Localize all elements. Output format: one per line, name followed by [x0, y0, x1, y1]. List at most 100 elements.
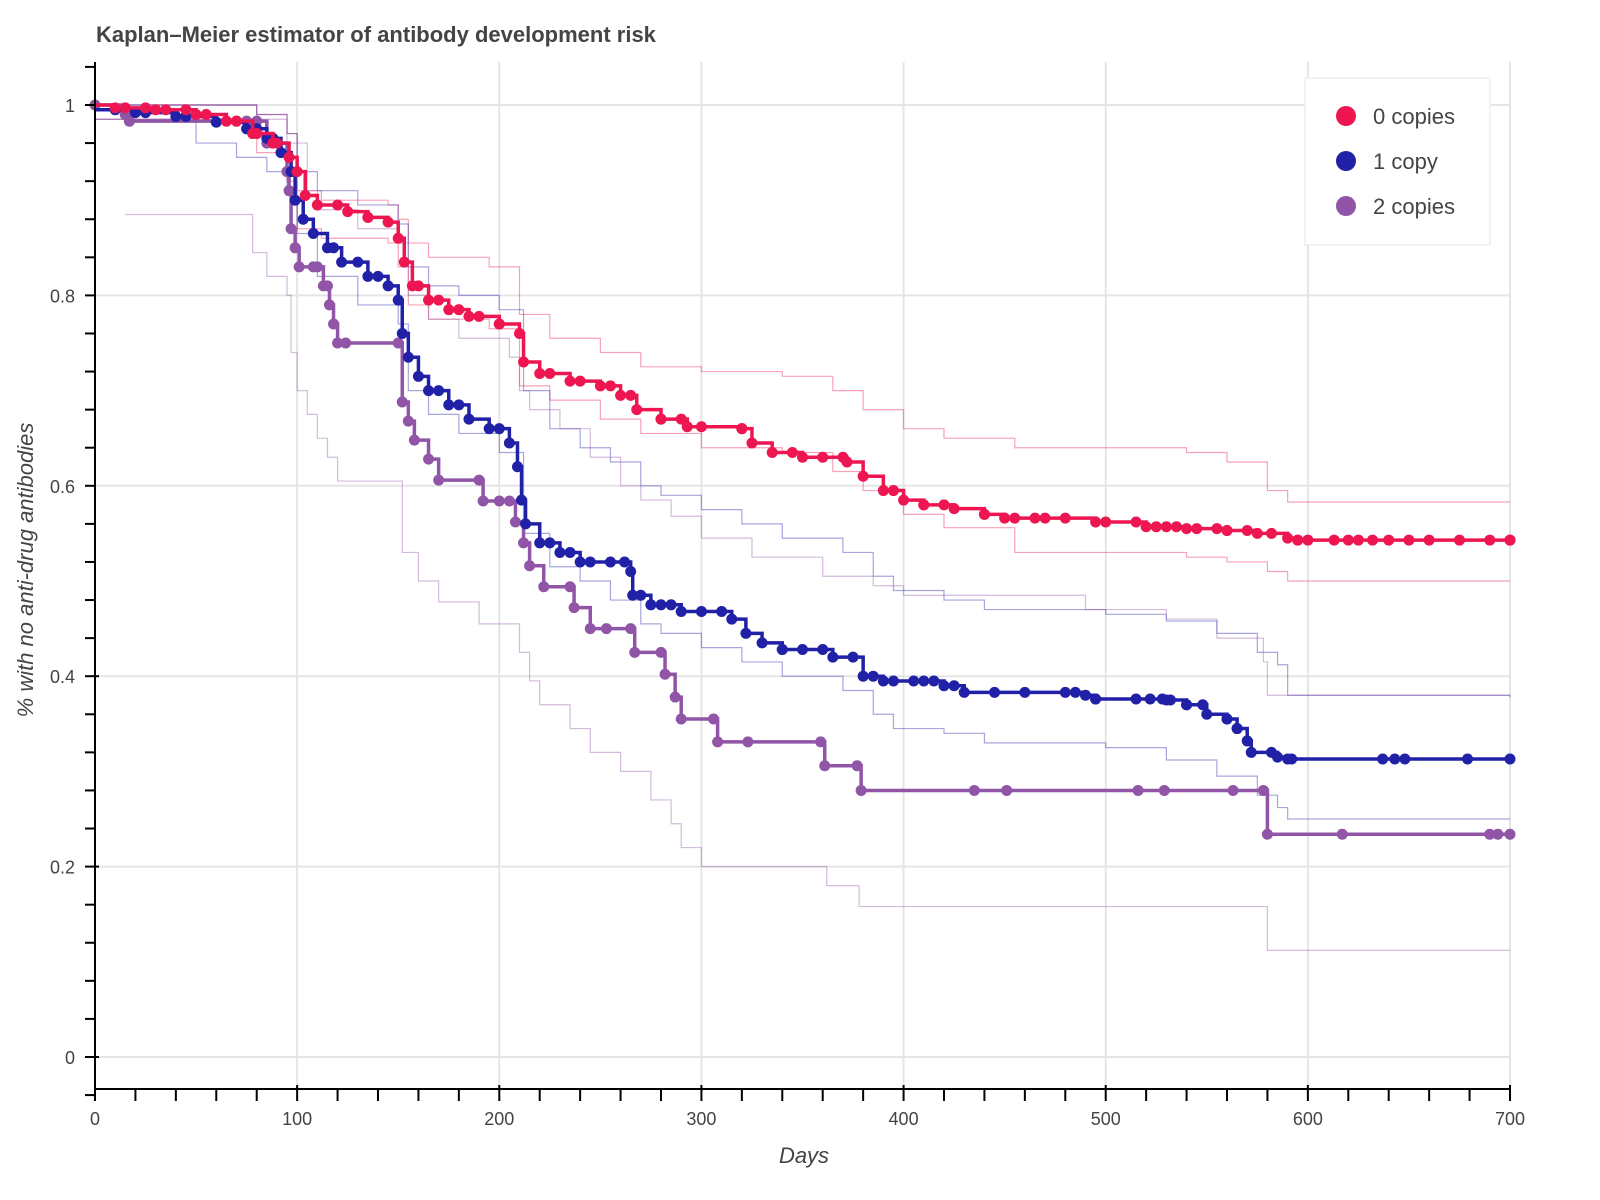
event-point — [659, 668, 671, 680]
event-point — [645, 599, 657, 611]
event-point — [857, 670, 869, 682]
legend-label-2-copies: 2 copies — [1373, 194, 1455, 219]
event-point — [855, 784, 867, 796]
censor-point — [1100, 516, 1112, 528]
censor-point — [332, 199, 344, 211]
x-tick-label: 500 — [1091, 1109, 1121, 1129]
event-point — [518, 537, 530, 549]
censor-point — [1265, 527, 1277, 539]
event-point — [681, 421, 693, 433]
event-point — [283, 151, 295, 163]
censor-point — [817, 644, 829, 656]
censor-point — [372, 270, 384, 282]
censor-point — [123, 115, 135, 127]
event-point — [109, 102, 121, 114]
event-point — [129, 107, 141, 119]
event-point — [1245, 746, 1257, 758]
censor-point — [1241, 525, 1253, 537]
event-point — [1241, 735, 1253, 747]
y-tick-label: 0.6 — [50, 477, 75, 497]
event-point — [297, 213, 309, 225]
event-point — [328, 318, 340, 330]
censor-point — [797, 644, 808, 656]
event-point — [1080, 689, 1091, 701]
censor-point — [655, 413, 667, 425]
event-point — [293, 261, 305, 273]
event-point — [398, 256, 410, 268]
event-point — [851, 760, 863, 772]
event-point — [712, 736, 724, 748]
censor-point — [1423, 534, 1435, 546]
event-point — [289, 194, 301, 206]
censor-point — [1211, 523, 1223, 535]
event-point — [509, 516, 521, 528]
legend-item-1-copy[interactable]: 1 copy — [1336, 149, 1438, 174]
event-point — [1261, 828, 1273, 840]
x-tick-label: 200 — [484, 1109, 514, 1129]
censor-point — [716, 605, 728, 617]
y-tick-label: 0.8 — [50, 286, 75, 306]
event-point — [402, 351, 414, 363]
censor-point — [453, 399, 465, 411]
event-point — [477, 495, 489, 507]
y-tick-label: 1 — [65, 96, 75, 116]
censor-point — [1197, 699, 1209, 711]
censor-point — [493, 318, 505, 330]
event-point — [675, 605, 687, 617]
censor-point — [776, 644, 788, 656]
event-point — [423, 453, 435, 465]
censor-point — [1265, 746, 1277, 758]
legend[interactable]: 0 copies 1 copy 2 copies — [1304, 77, 1491, 246]
event-point — [473, 474, 485, 486]
x-tick-label: 600 — [1293, 1109, 1323, 1129]
censor-point — [928, 675, 940, 687]
censor-point — [200, 109, 212, 121]
event-point — [423, 385, 435, 397]
censor-point — [1328, 534, 1340, 546]
legend-item-0-copies[interactable]: 0 copies — [1336, 104, 1455, 129]
censor-point — [1001, 784, 1013, 796]
censor-point — [180, 104, 192, 116]
event-point — [797, 451, 808, 463]
censor-point — [352, 256, 364, 268]
censor-point — [1221, 525, 1233, 537]
y-axis-label: % with no anti-drug antibodies — [13, 423, 38, 718]
censor-point — [1484, 534, 1496, 546]
ci-band-lower-series-0 — [95, 118, 1510, 582]
x-tick-label: 0 — [90, 1109, 100, 1129]
censor-point — [1492, 828, 1504, 840]
event-point — [948, 503, 960, 515]
event-point — [1504, 828, 1516, 840]
censor-point — [948, 680, 960, 692]
y-axis-ticks: 0 0.2 0.4 0.6 0.8 1 — [50, 65, 99, 1097]
censor-point — [453, 304, 465, 316]
event-point — [503, 495, 515, 507]
censor-point — [544, 537, 556, 549]
censor-point — [604, 556, 616, 568]
censor-point — [321, 280, 333, 292]
censor-point — [119, 102, 131, 114]
event-point — [1282, 532, 1294, 544]
censor-point — [1342, 534, 1354, 546]
censor-point — [210, 116, 222, 128]
legend-item-2-copies[interactable]: 2 copies — [1336, 194, 1455, 219]
censor-point — [867, 670, 879, 682]
censor-point — [847, 651, 859, 663]
censor-point — [1352, 534, 1364, 546]
censor-point — [918, 675, 930, 687]
chart-title: Kaplan–Meier estimator of antibody devel… — [96, 22, 657, 47]
event-point — [564, 581, 576, 593]
event-point — [289, 242, 301, 254]
ci-band-lower-series-2 — [125, 213, 1510, 951]
censor-point — [604, 380, 616, 392]
censor-point — [412, 280, 424, 292]
event-point — [307, 228, 319, 240]
event-point — [631, 404, 643, 416]
event-point — [392, 232, 404, 244]
censor-point — [1069, 686, 1081, 698]
censor-point — [736, 423, 748, 435]
censor-point — [655, 599, 667, 611]
series-1-copy — [95, 104, 1516, 765]
event-point — [1504, 753, 1516, 765]
